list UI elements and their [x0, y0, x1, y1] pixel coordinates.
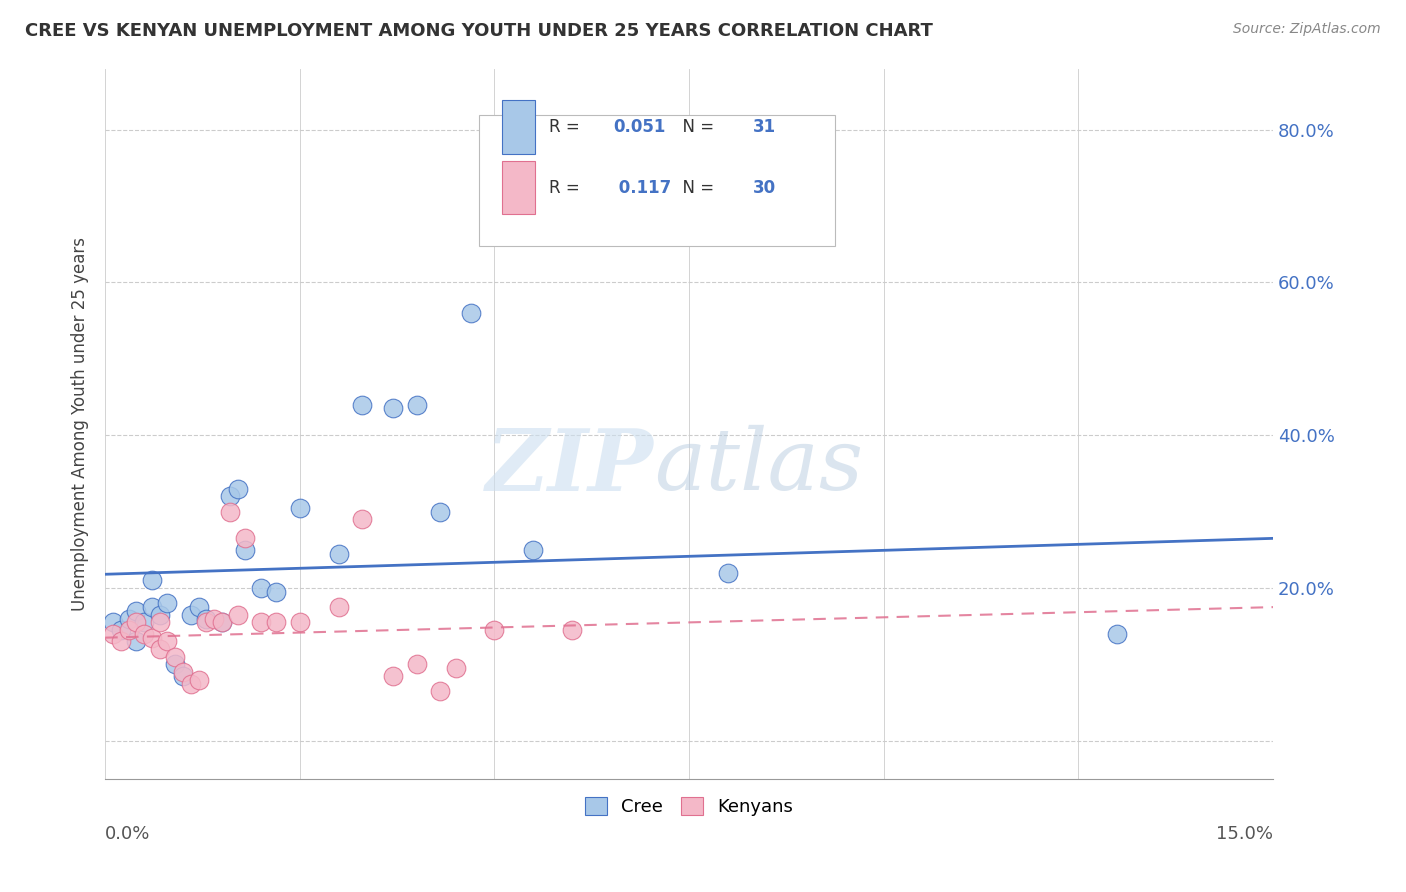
- Point: [288, 615, 311, 630]
- Point: [180, 676, 202, 690]
- Text: ZIP: ZIP: [486, 425, 654, 508]
- Point: [195, 611, 218, 625]
- Point: [110, 634, 132, 648]
- Point: [352, 398, 374, 412]
- Point: [352, 512, 374, 526]
- Point: [218, 505, 240, 519]
- Y-axis label: Unemployment Among Youth under 25 years: Unemployment Among Youth under 25 years: [72, 236, 89, 611]
- Legend: Cree, Kenyans: Cree, Kenyans: [578, 789, 800, 823]
- Point: [382, 401, 405, 416]
- Point: [266, 584, 288, 599]
- Point: [522, 542, 544, 557]
- Point: [141, 574, 163, 588]
- Point: [235, 532, 257, 546]
- Text: 0.117: 0.117: [613, 178, 672, 196]
- Point: [484, 623, 506, 637]
- Point: [561, 623, 583, 637]
- Point: [717, 566, 740, 580]
- Point: [226, 607, 249, 622]
- Point: [235, 542, 257, 557]
- Point: [382, 669, 405, 683]
- Point: [134, 627, 156, 641]
- Point: [172, 665, 194, 679]
- Point: [117, 611, 139, 625]
- Point: [180, 607, 202, 622]
- Text: 0.0%: 0.0%: [105, 825, 150, 843]
- Text: Source: ZipAtlas.com: Source: ZipAtlas.com: [1233, 22, 1381, 37]
- Point: [444, 661, 467, 675]
- Point: [125, 615, 148, 630]
- Text: R =: R =: [548, 178, 585, 196]
- Point: [460, 306, 482, 320]
- Text: R =: R =: [548, 118, 585, 136]
- Point: [187, 600, 209, 615]
- Text: N =: N =: [672, 118, 718, 136]
- Text: 15.0%: 15.0%: [1216, 825, 1272, 843]
- Point: [149, 642, 172, 657]
- Point: [211, 615, 233, 630]
- Point: [429, 505, 451, 519]
- Point: [195, 615, 218, 630]
- FancyBboxPatch shape: [479, 115, 835, 246]
- Point: [226, 482, 249, 496]
- Point: [202, 611, 225, 625]
- Point: [328, 600, 350, 615]
- Point: [101, 615, 124, 630]
- Point: [250, 615, 273, 630]
- Point: [149, 615, 172, 630]
- Point: [117, 623, 139, 637]
- Point: [405, 657, 427, 672]
- FancyBboxPatch shape: [502, 101, 534, 153]
- Text: 30: 30: [754, 178, 776, 196]
- FancyBboxPatch shape: [502, 161, 534, 214]
- Point: [429, 684, 451, 698]
- Text: CREE VS KENYAN UNEMPLOYMENT AMONG YOUTH UNDER 25 YEARS CORRELATION CHART: CREE VS KENYAN UNEMPLOYMENT AMONG YOUTH …: [25, 22, 934, 40]
- Point: [149, 607, 172, 622]
- Point: [250, 581, 273, 595]
- Point: [211, 615, 233, 630]
- Point: [218, 489, 240, 503]
- Point: [1107, 627, 1129, 641]
- Point: [141, 600, 163, 615]
- Point: [165, 649, 187, 664]
- Point: [405, 398, 427, 412]
- Point: [125, 634, 148, 648]
- Point: [141, 631, 163, 645]
- Point: [125, 604, 148, 618]
- Point: [156, 596, 179, 610]
- Text: 31: 31: [754, 118, 776, 136]
- Point: [156, 634, 179, 648]
- Point: [110, 623, 132, 637]
- Point: [172, 669, 194, 683]
- Text: 0.051: 0.051: [613, 118, 665, 136]
- Point: [101, 627, 124, 641]
- Point: [187, 673, 209, 687]
- Text: atlas: atlas: [654, 425, 863, 508]
- Point: [266, 615, 288, 630]
- Point: [328, 547, 350, 561]
- Point: [134, 615, 156, 630]
- Point: [165, 657, 187, 672]
- Text: N =: N =: [672, 178, 718, 196]
- Point: [288, 500, 311, 515]
